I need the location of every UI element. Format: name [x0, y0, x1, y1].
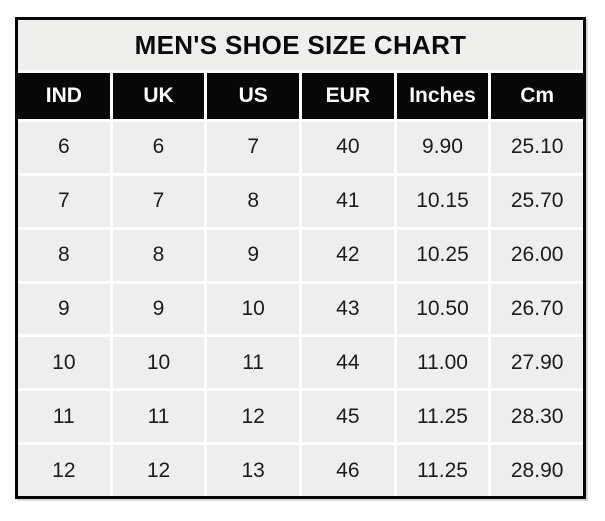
table-cell: 26.00	[491, 229, 583, 281]
column-header-us: US	[207, 73, 299, 119]
table-cell: 10.25	[396, 229, 489, 281]
table-cell: 44	[301, 337, 394, 389]
table-cell: 10	[207, 283, 299, 335]
table-cell: 43	[301, 283, 394, 335]
table-cell: 11	[207, 337, 299, 389]
table-cell: 11.00	[396, 337, 489, 389]
table-cell: 10.50	[396, 283, 489, 335]
shoe-size-chart-table: MEN'S SHOE SIZE CHART IND UK US EUR Inch…	[15, 17, 586, 499]
table-cell: 9	[207, 229, 299, 281]
table-cell: 28.30	[491, 391, 583, 443]
table-cell: 10	[112, 337, 205, 389]
table-cell: 11.25	[396, 391, 489, 443]
table-cell: 8	[112, 229, 205, 281]
column-header-cm: Cm	[491, 73, 583, 119]
column-header-inches: Inches	[396, 73, 489, 119]
column-header-eur: EUR	[301, 73, 394, 119]
table-cell: 7	[112, 175, 205, 227]
table-cell: 11	[112, 391, 205, 443]
table-cell: 9	[112, 283, 205, 335]
chart-title: MEN'S SHOE SIZE CHART	[18, 20, 583, 70]
table-cell: 28.90	[491, 445, 583, 496]
table-cell: 42	[301, 229, 394, 281]
table-cell: 13	[207, 445, 299, 496]
table-cell: 6	[18, 122, 110, 173]
table-cell: 46	[301, 445, 394, 496]
table-cell: 40	[301, 122, 394, 173]
table-cell: 9.90	[396, 122, 489, 173]
table-cell: 25.10	[491, 122, 583, 173]
table-cell: 8	[207, 175, 299, 227]
table-cell: 11	[18, 391, 110, 443]
table-cell: 12	[18, 445, 110, 496]
table-cell: 25.70	[491, 175, 583, 227]
column-header-uk: UK	[112, 73, 205, 119]
table-cell: 9	[18, 283, 110, 335]
table-cell: 7	[207, 122, 299, 173]
table-cell: 10	[18, 337, 110, 389]
table-cell: 7	[18, 175, 110, 227]
table-cell: 10.15	[396, 175, 489, 227]
table-cell: 8	[18, 229, 110, 281]
table-cell: 26.70	[491, 283, 583, 335]
table-cell: 6	[112, 122, 205, 173]
table-cell: 27.90	[491, 337, 583, 389]
table-cell: 11.25	[396, 445, 489, 496]
table-cell: 12	[112, 445, 205, 496]
table-cell: 12	[207, 391, 299, 443]
table-cell: 41	[301, 175, 394, 227]
column-header-ind: IND	[18, 73, 110, 119]
table-cell: 45	[301, 391, 394, 443]
